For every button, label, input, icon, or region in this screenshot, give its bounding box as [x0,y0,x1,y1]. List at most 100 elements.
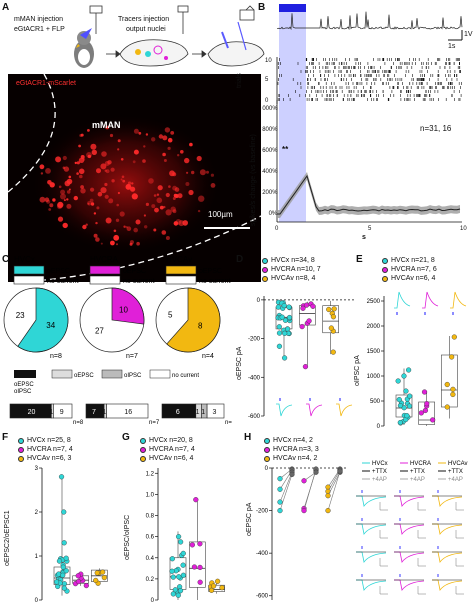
cell-body [131,193,138,200]
cell-body [126,226,132,231]
tracers-label-2: output nuclei [126,26,166,33]
data-point-ttx [289,471,295,477]
cell-body [78,144,81,148]
example-trace [356,523,387,535]
cell-body [113,229,117,233]
legend-label: HVCx n=20, 8 [149,436,193,444]
y-tick-label: 1500 [367,349,381,355]
bird-icon [74,28,94,68]
data-point [286,304,292,310]
data-point [300,305,306,311]
trace-scale-bar [455,502,464,511]
cell-body [60,193,66,200]
data-point [215,578,221,584]
cell-body [91,149,98,155]
legend-swatch-oepsc [89,265,121,275]
cell-body [90,202,95,206]
y-tick-label: 2500 [367,299,381,305]
legend-row: HVCRA n=10, 7 [262,265,321,274]
cell-body [130,186,136,192]
syringe-icon [89,5,189,34]
stack-value-both: 20 [28,409,36,416]
data-point [282,317,289,323]
cell-body [157,185,163,191]
legend-none-label: no current [199,278,231,285]
cell-body [80,133,84,137]
cell-body [63,199,66,202]
example-trace [450,291,467,309]
legend-dot [382,266,388,273]
box [441,354,458,408]
legend-both-label: oEPSC [14,382,34,388]
data-point [430,417,436,423]
data-point [405,367,412,373]
panel-g-legend: HVCx n=20, 8 HVCRA n=7, 4 HVCAv n=6, 4 [140,436,195,463]
panel-h-legend: HVCx n=4, 2 HVCRA n=3, 3 HVCAv n=4, 2 [264,436,319,463]
scale-bar-label: 100µm [208,210,233,219]
cell-body [133,149,139,155]
example-trace [394,523,425,535]
legend-swatch-both [14,370,36,378]
data-point [56,558,63,564]
legend-swatch-none [13,275,45,285]
cell-body [186,171,189,174]
cell-body [148,178,154,184]
cell-body [68,175,72,179]
data-point [401,373,407,379]
trials-label: trials [236,73,243,88]
panel-d-ylabel: oEPSC pA [236,346,243,380]
cell-body [100,187,107,194]
data-point [172,587,178,593]
stack-value-ipsc: 1 [201,409,205,416]
cell-body [74,161,78,165]
legend-label: HVCRA n=7, 6 [391,265,437,273]
data-point [58,474,65,480]
legend-dot [382,275,388,282]
cond-name: HVCx [372,461,388,467]
cell-body [90,143,97,150]
cell-body [45,168,51,174]
psth-xlabel: s [362,234,366,241]
cell-body [143,214,146,217]
example-trace [394,579,425,591]
data-point [197,579,203,585]
cell-body [58,185,62,189]
data-point [170,591,176,597]
cell-body [168,185,171,188]
data-point [180,572,186,578]
cond-ttx: +TTX [448,469,463,475]
cell-body [100,163,107,170]
cell-body [109,133,114,138]
cell-body [110,167,115,172]
y-tick-label: 2000 [367,324,381,330]
time-tick-label: 5 [368,226,372,232]
panel-d-legend: HVCx n=34, 8 HVCRA n=10, 7 HVCAv n=8, 4 [262,256,321,283]
trace-scale-bar [417,558,426,567]
data-point [449,354,455,360]
cell-body [95,237,100,242]
data-point [169,568,175,574]
cell-body [57,216,64,222]
cell-body [159,205,164,210]
cell-body [113,234,120,241]
legend-swatch-none2 [149,369,171,379]
data-point [193,497,199,503]
legend-label: HVCAv n=4, 2 [273,454,318,462]
legend-row: HVCx n=25, 8 [18,436,73,445]
trace-scale-bar [455,558,464,567]
data-point [275,304,281,310]
data-point [331,306,337,312]
legend-row: HVCRA n=7, 6 [382,265,437,274]
injection-label-1: mMAN injection [14,16,64,23]
cell-body [123,225,126,228]
y-tick-label: -400 [256,551,269,557]
cell-body [57,201,64,208]
box [189,541,206,588]
cell-body [154,207,159,213]
data-point [197,541,203,547]
cell-body [66,178,73,185]
example-trace [276,403,293,417]
pie-value-oepsc: 8 [198,322,203,331]
panel-f-ylabel: oEPSC2/oEPSC1 [4,510,11,566]
cell-body [120,178,123,181]
